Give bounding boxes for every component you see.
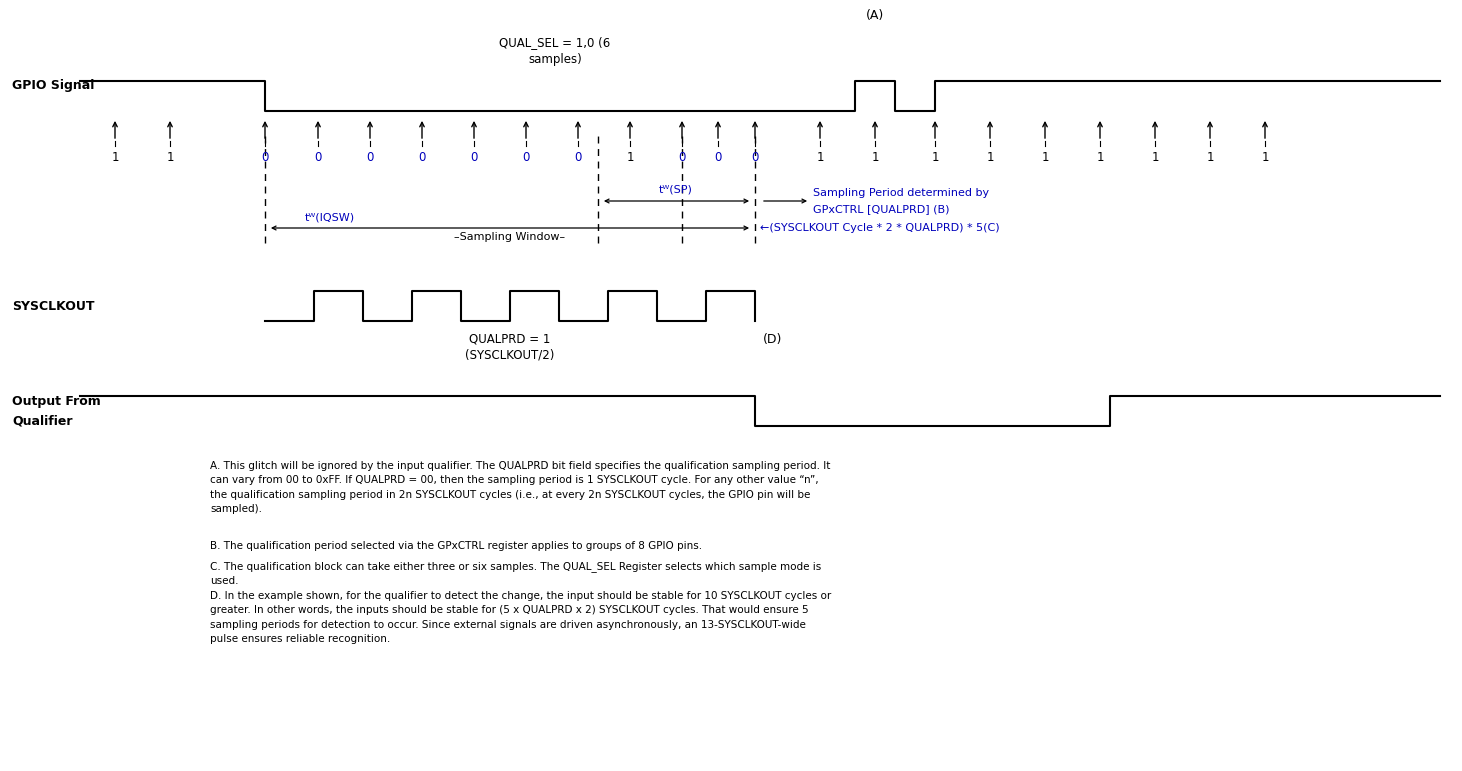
Text: A. This glitch will be ignored by the input qualifier. The QUALPRD bit field spe: A. This glitch will be ignored by the in…	[211, 461, 830, 514]
Text: (D): (D)	[763, 332, 782, 345]
Text: 0: 0	[522, 151, 529, 164]
Text: GPIO Signal: GPIO Signal	[12, 79, 95, 93]
Text: SYSCLKOUT: SYSCLKOUT	[12, 299, 95, 312]
Text: 1: 1	[1206, 151, 1213, 164]
Text: B. The qualification period selected via the GPxCTRL register applies to groups : B. The qualification period selected via…	[211, 541, 702, 551]
Text: 0: 0	[418, 151, 425, 164]
Text: 1: 1	[1041, 151, 1048, 164]
Text: Qualifier: Qualifier	[12, 415, 73, 427]
Text: Output From: Output From	[12, 395, 101, 408]
Text: 1: 1	[931, 151, 939, 164]
Text: 1: 1	[167, 151, 174, 164]
Text: 0: 0	[314, 151, 322, 164]
Text: 1: 1	[1262, 151, 1269, 164]
Text: tᵂ(SP): tᵂ(SP)	[659, 185, 693, 195]
Text: ←(SYSCLKOUT Cycle * 2 * QUALPRD) * 5(C): ←(SYSCLKOUT Cycle * 2 * QUALPRD) * 5(C)	[760, 223, 1000, 233]
Text: 0: 0	[751, 151, 759, 164]
Text: 0: 0	[262, 151, 269, 164]
Text: GPxCTRL [QUALPRD] (B): GPxCTRL [QUALPRD] (B)	[813, 204, 949, 214]
Text: 0: 0	[471, 151, 478, 164]
Text: QUAL_SEL = 1,0 (6: QUAL_SEL = 1,0 (6	[500, 36, 611, 49]
Text: 0: 0	[367, 151, 374, 164]
Text: QUALPRD = 1: QUALPRD = 1	[469, 333, 551, 346]
Text: C. The qualification block can take either three or six samples. The QUAL_SEL Re: C. The qualification block can take eith…	[211, 561, 822, 586]
Text: 0: 0	[575, 151, 582, 164]
Text: –Sampling Window–: –Sampling Window–	[455, 232, 566, 242]
Text: D. In the example shown, for the qualifier to detect the change, the input shoul: D. In the example shown, for the qualifi…	[211, 591, 832, 645]
Text: Sampling Period determined by: Sampling Period determined by	[813, 188, 990, 198]
Text: (SYSCLKOUT/2): (SYSCLKOUT/2)	[465, 348, 554, 361]
Text: 1: 1	[1096, 151, 1104, 164]
Text: 1: 1	[871, 151, 879, 164]
Text: samples): samples)	[528, 52, 582, 66]
Text: tᵂ(IQSW): tᵂ(IQSW)	[306, 212, 355, 222]
Text: 1: 1	[626, 151, 633, 164]
Text: 1: 1	[111, 151, 118, 164]
Text: (A): (A)	[866, 9, 885, 22]
Text: 1: 1	[816, 151, 823, 164]
Text: 1: 1	[1151, 151, 1159, 164]
Text: 1: 1	[987, 151, 994, 164]
Text: 0: 0	[678, 151, 686, 164]
Text: 0: 0	[715, 151, 722, 164]
